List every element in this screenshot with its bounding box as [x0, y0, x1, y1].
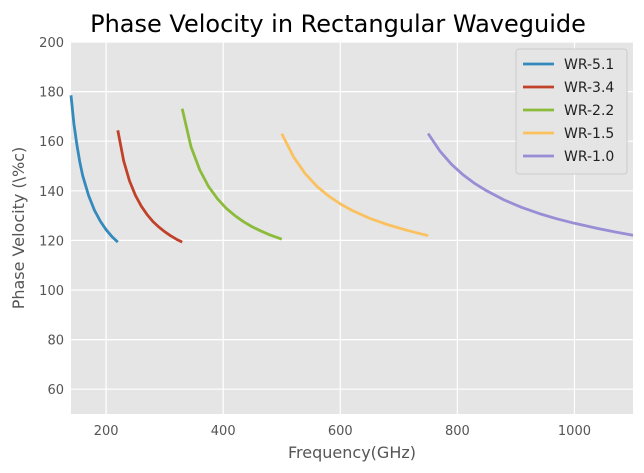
y-tick-label: 160 — [39, 135, 64, 150]
chart-title: Phase Velocity in Rectangular Waveguide — [90, 10, 586, 38]
series-line-wr-2.2 — [180, 108, 283, 241]
legend-label: WR-1.0 — [564, 149, 614, 165]
x-tick-labels: 200 400 600 800 1000 — [94, 424, 591, 439]
legend-label: WR-1.5 — [564, 126, 614, 142]
legend: WR-5.1 WR-3.4 WR-2.2 WR-1.5 WR-1.0 — [515, 48, 628, 175]
series-line-wr-3.4 — [116, 130, 183, 244]
x-tick-label: 1000 — [558, 424, 591, 439]
series-lines — [69, 95, 634, 244]
series-line-wr-1.5 — [280, 133, 429, 238]
x-tick-label: 800 — [445, 424, 470, 439]
legend-label: WR-3.4 — [564, 80, 614, 96]
legend-label: WR-5.1 — [564, 57, 614, 73]
y-tick-label: 180 — [39, 86, 64, 101]
series-line-wr-5.1 — [69, 95, 119, 244]
y-tick-label: 60 — [47, 383, 64, 398]
legend-label: WR-2.2 — [564, 103, 614, 119]
y-tick-label: 80 — [47, 334, 64, 349]
legend-box — [515, 48, 628, 175]
y-tick-label: 100 — [39, 284, 64, 299]
x-tick-label: 200 — [94, 424, 119, 439]
y-tick-labels: 60 80 100 120 140 160 180 200 — [39, 36, 64, 398]
y-tick-label: 200 — [39, 36, 64, 51]
x-axis-label: Frequency(GHz) — [288, 443, 416, 462]
x-tick-label: 600 — [328, 424, 353, 439]
y-tick-label: 140 — [39, 185, 64, 200]
y-tick-label: 120 — [39, 234, 64, 249]
y-axis-label: Phase Velocity (\%c) — [9, 147, 28, 310]
x-tick-label: 400 — [211, 424, 236, 439]
series-line-wr-1.0 — [426, 132, 634, 237]
